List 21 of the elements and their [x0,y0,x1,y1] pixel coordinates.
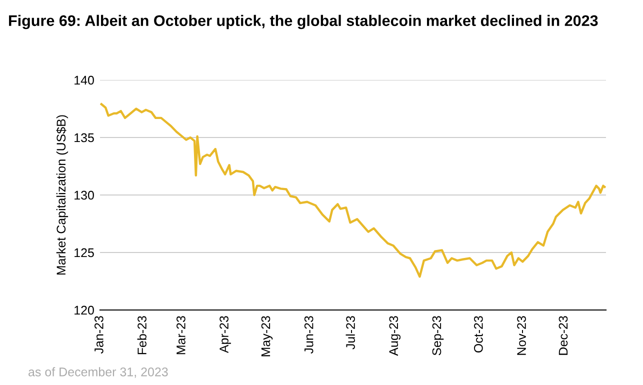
x-tick-label: Nov-23 [517,316,526,355]
x-tick-label: Aug-23 [389,316,401,356]
x-tick-label: Jul-23 [346,316,355,350]
x-tick-label: Dec-23 [558,316,568,355]
x-tick-label: Sep-23 [432,316,444,356]
chart-title: Figure 69: Albeit an October uptick, the global stablecoin market declined in 2023 [9,14,598,30]
line-series [100,103,606,278]
x-tick-label: Mar-23 [176,316,186,354]
y-tick-label: 120 [74,306,94,315]
x-tick-label: Feb-23 [137,316,146,354]
text: as of December 31, 2023 [28,367,168,378]
y-tick-label: 125 [74,248,94,258]
y-axis-title: Market Capitalization (US$B) [56,115,68,275]
x-tick-label: Oct-23 [474,316,483,352]
y-tick-label: 135 [74,133,94,142]
x-tick-label: May-23 [261,316,273,356]
x-tick-label: Apr-23 [220,316,231,354]
x-tick-label: Jun-23 [304,316,314,354]
y-tick-label: 140 [74,76,94,85]
x-tick-label: Jan-23 [94,316,104,354]
y-tick-label: 130 [74,190,94,200]
